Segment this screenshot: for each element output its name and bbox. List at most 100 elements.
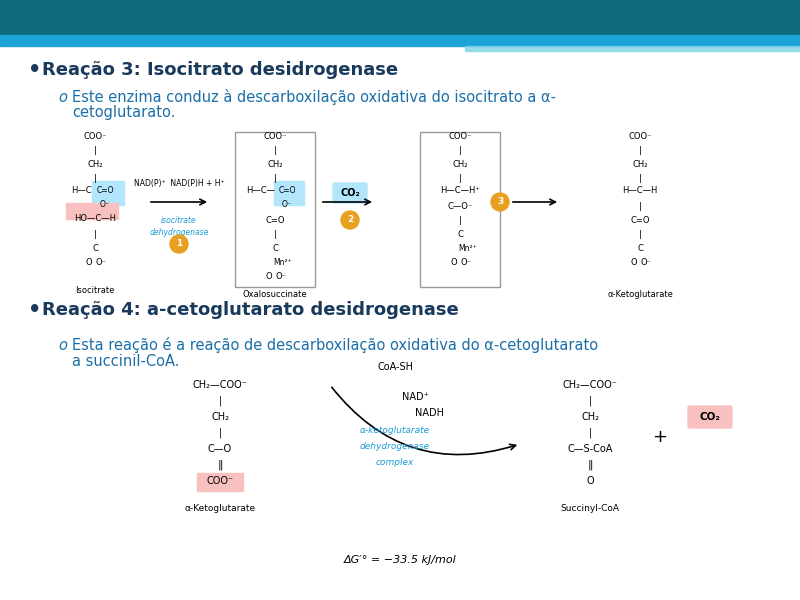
Text: Reação 3: Isocitrato desidrogenase: Reação 3: Isocitrato desidrogenase bbox=[42, 61, 398, 79]
Text: COO⁻: COO⁻ bbox=[448, 132, 472, 141]
Text: Reação 4: a-cetoglutarato desidrogenase: Reação 4: a-cetoglutarato desidrogenase bbox=[42, 301, 458, 319]
FancyBboxPatch shape bbox=[197, 473, 243, 491]
Text: |: | bbox=[94, 174, 97, 183]
Text: Mn²⁺: Mn²⁺ bbox=[458, 244, 478, 253]
Text: 2: 2 bbox=[347, 215, 353, 224]
Text: C—O⁻: C—O⁻ bbox=[447, 202, 473, 211]
Circle shape bbox=[170, 235, 188, 253]
Text: o: o bbox=[58, 89, 67, 104]
Text: O: O bbox=[450, 258, 458, 267]
Text: CH₂: CH₂ bbox=[581, 412, 599, 422]
Bar bbox=[465, 35, 800, 46]
Text: COO⁻: COO⁻ bbox=[628, 132, 652, 141]
Text: |: | bbox=[94, 230, 97, 239]
Text: Oxalosuccinate: Oxalosuccinate bbox=[242, 290, 307, 299]
Bar bbox=[0, 35, 465, 46]
FancyBboxPatch shape bbox=[333, 183, 367, 203]
Text: o: o bbox=[58, 337, 67, 352]
Text: a succinil-CoA.: a succinil-CoA. bbox=[72, 353, 179, 368]
Text: O⁻: O⁻ bbox=[641, 258, 651, 267]
FancyBboxPatch shape bbox=[92, 181, 124, 205]
Text: ΔG′° = −33.5 kJ/mol: ΔG′° = −33.5 kJ/mol bbox=[344, 555, 456, 565]
Text: O⁻: O⁻ bbox=[461, 258, 471, 267]
Text: O⁻: O⁻ bbox=[100, 200, 110, 209]
Text: α-Ketoglutarate: α-Ketoglutarate bbox=[607, 290, 673, 299]
Text: ‖: ‖ bbox=[587, 460, 593, 470]
Text: dehydrogenase: dehydrogenase bbox=[150, 228, 209, 237]
Text: CH₂: CH₂ bbox=[267, 160, 282, 169]
Text: C: C bbox=[457, 230, 463, 239]
Text: ‖: ‖ bbox=[218, 460, 222, 470]
Text: O: O bbox=[586, 476, 594, 486]
Text: CH₂—COO⁻: CH₂—COO⁻ bbox=[193, 380, 247, 390]
Bar bbox=[235, 132, 315, 287]
Text: +: + bbox=[653, 428, 667, 446]
Text: |: | bbox=[458, 174, 462, 183]
Text: COO⁻: COO⁻ bbox=[263, 132, 286, 141]
Text: C=O: C=O bbox=[96, 186, 114, 195]
Text: H—C—H⁺: H—C—H⁺ bbox=[440, 186, 480, 195]
Text: |: | bbox=[638, 174, 642, 183]
Text: |: | bbox=[94, 146, 97, 155]
Text: |: | bbox=[458, 146, 462, 155]
Text: C—O: C—O bbox=[208, 444, 232, 454]
Text: COO⁻: COO⁻ bbox=[206, 476, 234, 486]
Text: O⁻: O⁻ bbox=[95, 258, 106, 267]
Text: •: • bbox=[28, 60, 42, 80]
Text: NADH: NADH bbox=[415, 408, 445, 418]
Text: O⁻: O⁻ bbox=[275, 272, 286, 281]
Text: H—C: H—C bbox=[70, 186, 91, 195]
Text: CO₂: CO₂ bbox=[699, 412, 721, 422]
Text: complex: complex bbox=[376, 458, 414, 467]
Text: C=O: C=O bbox=[278, 186, 296, 195]
Text: isocitrate: isocitrate bbox=[161, 216, 197, 225]
Text: |: | bbox=[638, 146, 642, 155]
Text: |: | bbox=[458, 216, 462, 225]
Text: •: • bbox=[28, 300, 42, 320]
Text: O⁻: O⁻ bbox=[282, 200, 292, 209]
Text: CoA-SH: CoA-SH bbox=[377, 362, 413, 372]
Text: |: | bbox=[218, 396, 222, 407]
Text: CH₂: CH₂ bbox=[632, 160, 648, 169]
Text: C=O: C=O bbox=[630, 216, 650, 225]
Text: CH₂: CH₂ bbox=[87, 160, 102, 169]
FancyBboxPatch shape bbox=[688, 406, 732, 428]
Circle shape bbox=[491, 193, 509, 211]
Text: Esta reação é a reação de descarboxilação oxidativa do α-cetoglutarato: Esta reação é a reação de descarboxilaçã… bbox=[72, 337, 598, 353]
FancyBboxPatch shape bbox=[66, 203, 118, 219]
Text: C=O: C=O bbox=[266, 216, 285, 225]
Text: H—C—H: H—C—H bbox=[622, 186, 658, 195]
Bar bbox=[0, 0, 800, 35]
Text: CH₂—COO⁻: CH₂—COO⁻ bbox=[562, 380, 618, 390]
Text: |: | bbox=[638, 202, 642, 211]
Text: O: O bbox=[630, 258, 638, 267]
Text: C—S-CoA: C—S-CoA bbox=[567, 444, 613, 454]
Text: NAD⁺: NAD⁺ bbox=[402, 392, 429, 402]
Text: |: | bbox=[274, 174, 277, 183]
Text: dehydrogenase: dehydrogenase bbox=[360, 442, 430, 451]
Text: COO⁻: COO⁻ bbox=[83, 132, 106, 141]
Circle shape bbox=[341, 211, 359, 229]
Text: H—C—: H—C— bbox=[246, 186, 275, 195]
Text: Isocitrate: Isocitrate bbox=[75, 286, 114, 295]
Text: 3: 3 bbox=[497, 197, 503, 206]
Text: |: | bbox=[218, 428, 222, 439]
Text: α-ketoglutarate: α-ketoglutarate bbox=[360, 426, 430, 435]
Text: |: | bbox=[588, 428, 592, 439]
FancyBboxPatch shape bbox=[274, 181, 304, 205]
Text: O: O bbox=[86, 258, 92, 267]
Text: Succinyl-CoA: Succinyl-CoA bbox=[561, 504, 619, 513]
Text: NAD(P)⁺  NAD(P)H + H⁺: NAD(P)⁺ NAD(P)H + H⁺ bbox=[134, 179, 224, 188]
Text: C: C bbox=[272, 244, 278, 253]
Text: Este enzima conduz à descarboxilação oxidativa do isocitrato a α-: Este enzima conduz à descarboxilação oxi… bbox=[72, 89, 556, 105]
Text: cetoglutarato.: cetoglutarato. bbox=[72, 106, 175, 121]
Bar bbox=[465, 46, 800, 50]
Text: 1: 1 bbox=[176, 239, 182, 248]
Text: O: O bbox=[266, 272, 272, 281]
Text: Mn²⁺: Mn²⁺ bbox=[274, 258, 292, 267]
Text: CO₂: CO₂ bbox=[340, 188, 360, 198]
Text: HO—C—H: HO—C—H bbox=[74, 214, 116, 223]
Text: |: | bbox=[274, 230, 277, 239]
Text: CH₂: CH₂ bbox=[211, 412, 229, 422]
Text: |: | bbox=[588, 396, 592, 407]
